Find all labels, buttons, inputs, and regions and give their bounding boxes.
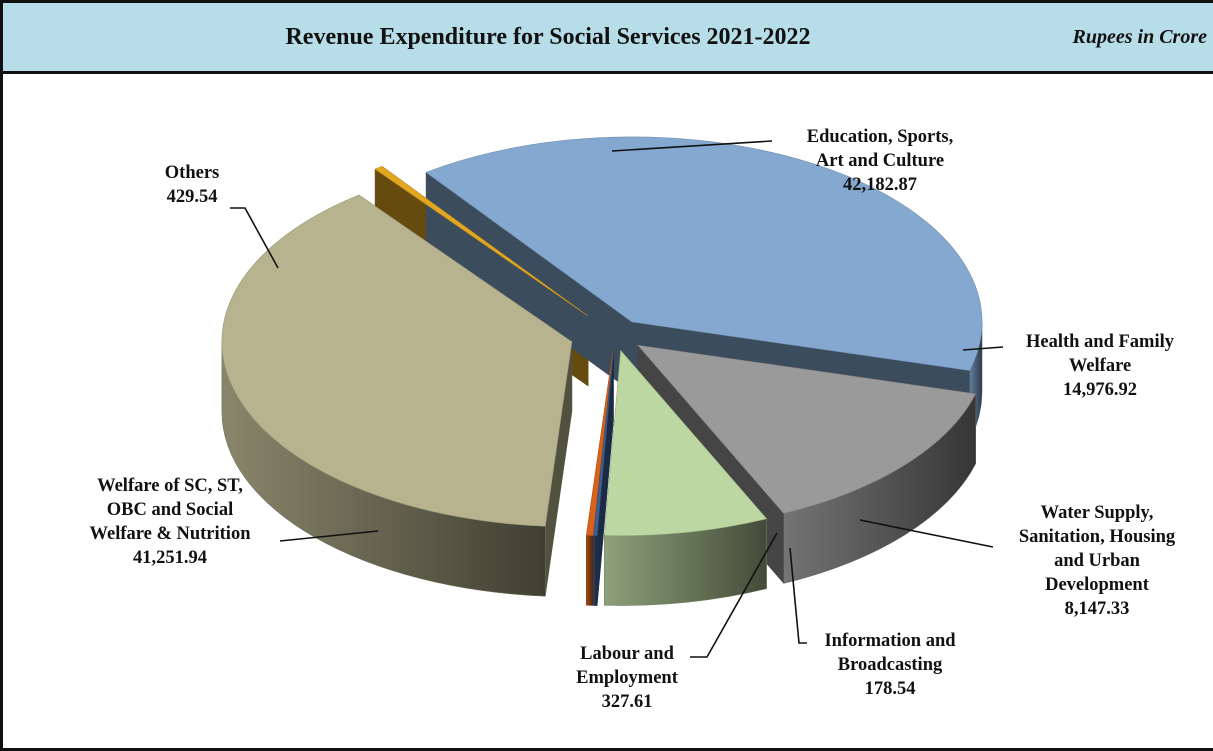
leader-line	[279, 530, 379, 542]
leader-line	[690, 532, 778, 658]
slice-name: Health and Family	[1026, 332, 1175, 352]
slice-value: 42,182.87	[843, 175, 917, 195]
slice-name: Welfare	[1069, 356, 1131, 376]
leader-line	[611, 140, 773, 152]
leader-line	[230, 207, 279, 269]
slice-name: OBC and Social	[107, 500, 233, 520]
pie-slice	[425, 136, 983, 371]
slice-name: Welfare of SC, ST,	[97, 476, 243, 496]
slice-name: Sanitation, Housing	[1019, 527, 1176, 547]
chart-title: Revenue Expenditure for Social Services …	[285, 24, 811, 50]
slice-label: Water Supply, Sanitation, Housing and Urba…	[1019, 503, 1176, 619]
pie-slice	[604, 349, 768, 536]
leader-lines	[230, 140, 1004, 658]
slice-value: 327.61	[602, 692, 653, 712]
pie-slices	[221, 136, 983, 536]
pie-slice	[374, 166, 589, 317]
slice-value: 41,251.94	[133, 548, 207, 568]
pie-slice	[637, 344, 977, 514]
leader-line	[789, 547, 807, 644]
slice-value: 178.54	[865, 679, 916, 699]
slice-name: Art and Culture	[816, 151, 944, 171]
slice-label: Health and Family Welfare 14,976.92	[1026, 332, 1175, 400]
slice-label: Labour and Employment 327.61	[576, 644, 679, 712]
slice-name: Labour and	[580, 644, 674, 664]
slice-label: Welfare of SC, ST, OBC and Social Welfare …	[90, 476, 252, 568]
slice-name: and Urban	[1054, 551, 1141, 571]
slice-name: Welfare & Nutrition	[90, 524, 252, 544]
slice-value: 429.54	[167, 187, 218, 207]
slice-name: Others	[165, 163, 219, 183]
leader-line	[859, 519, 994, 548]
slice-value: 14,976.92	[1063, 380, 1137, 400]
slice-name: Development	[1045, 575, 1150, 595]
chart-header: Revenue Expenditure for Social Services …	[3, 3, 1213, 74]
leader-line	[962, 346, 1004, 351]
slice-name: Broadcasting	[838, 655, 943, 675]
slice-value: 8,147.33	[1065, 599, 1130, 619]
unit-note: Rupees in Crore	[1072, 26, 1207, 48]
slice-name: Water Supply,	[1041, 503, 1154, 523]
pie-slice	[593, 350, 614, 536]
pie-slice	[221, 194, 573, 527]
slice-label: Education, Sports, Art and Culture 42,182.…	[807, 127, 954, 195]
slice-rim	[586, 535, 594, 606]
pie-slice	[586, 350, 614, 536]
slice-labels: Education, Sports, Art and Culture 42,182.…	[90, 127, 1176, 712]
slice-label: Information and Broadcasting 178.54	[824, 631, 956, 699]
slice-name: Education, Sports,	[807, 127, 954, 147]
slice-rim	[593, 535, 598, 606]
slice-name: Information and	[824, 631, 956, 651]
slice-label: Others 429.54	[165, 163, 219, 207]
slice-name: Employment	[576, 668, 679, 688]
